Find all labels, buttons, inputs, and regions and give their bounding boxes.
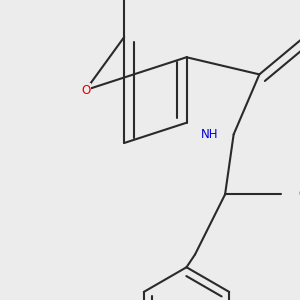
Text: O: O (81, 83, 90, 97)
Text: NH: NH (201, 128, 219, 141)
Text: CH₃: CH₃ (298, 189, 300, 200)
